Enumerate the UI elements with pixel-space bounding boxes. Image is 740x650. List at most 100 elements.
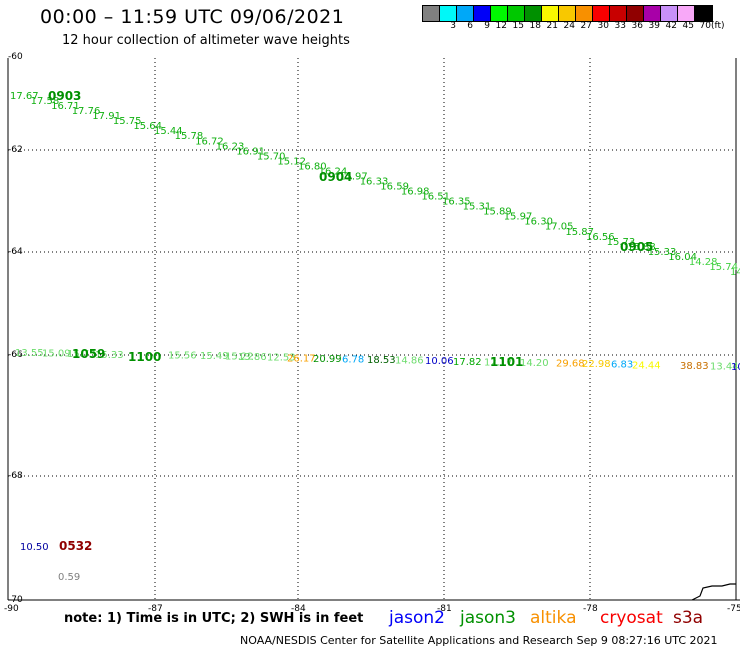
color-swatch	[678, 6, 695, 21]
lon-label: -87	[148, 604, 163, 614]
wave-height-value: 14.20	[520, 358, 549, 369]
wave-height-value: 18.53	[367, 355, 396, 366]
color-scale-label: 42	[665, 21, 677, 31]
pass-time-label: 0532	[59, 539, 92, 553]
wave-height-value: 16.51	[421, 192, 450, 203]
wave-height-value: 0.59	[58, 572, 80, 583]
color-scale-label: 18	[529, 21, 541, 31]
legend-cryosat: cryosat	[600, 608, 663, 628]
lon-label: -75	[727, 604, 740, 614]
legend-s3a: s3a	[673, 608, 704, 628]
wave-height-value: 22.98	[582, 359, 611, 370]
wave-height-value: 15.73	[607, 237, 636, 248]
color-swatch	[593, 6, 610, 21]
grid-parallels	[8, 149, 736, 477]
pass-time-label: 0905	[620, 240, 653, 254]
wave-height-value: 16.80	[298, 161, 327, 172]
color-scale-labels: 3 6 9 12 15 18 21 24 27 30 33 36 39 42 45 70	[422, 21, 711, 31]
pass-time-label: 0904	[319, 170, 352, 184]
pass-time-label: 1059	[72, 347, 105, 361]
wave-height-value: 16.23	[216, 141, 245, 152]
wave-height-value: 15.75	[113, 116, 142, 127]
color-swatch	[576, 6, 593, 21]
footnote: note: 1) Time is in UTC; 2) SWH is in fe…	[64, 611, 364, 626]
legend-altika: altika	[530, 608, 577, 628]
credit-line: NOAA/NESDIS Center for Satellite Applica…	[240, 634, 718, 647]
wave-height-value: 15.78	[175, 131, 204, 142]
wave-height-value: 15.09	[42, 349, 71, 360]
color-swatch	[644, 6, 661, 21]
wave-height-value: 24.44	[632, 360, 661, 371]
map-title: 00:00 – 11:59 UTC 09/06/2021	[40, 6, 345, 28]
color-swatch	[661, 6, 678, 21]
color-scale-label: 27	[580, 21, 592, 31]
wave-height-value: 10.06	[425, 356, 454, 367]
wave-height-value: 10.50	[20, 542, 49, 553]
map-subtitle: 12 hour collection of altimeter wave hei…	[62, 33, 350, 48]
color-swatch	[525, 6, 542, 21]
pass-time-label: 1100	[128, 350, 161, 364]
legend-jason2: jason2	[389, 608, 445, 628]
wave-height-value: 15.64	[133, 121, 162, 132]
color-scale-label: 12	[495, 21, 507, 31]
color-swatch	[440, 6, 457, 21]
lon-label: -84	[291, 604, 306, 614]
wave-height-value: 6.83	[611, 360, 633, 371]
wave-height-value: 15.97	[504, 212, 533, 223]
color-swatch	[508, 6, 525, 21]
legend-jason3: jason3	[460, 608, 516, 628]
lat-label: -64	[8, 247, 23, 257]
wave-height-value: 15.70	[257, 151, 286, 162]
wave-height-value: 13.86	[238, 352, 267, 363]
color-scale-label: 30	[597, 21, 609, 31]
wave-height-value: 15.74	[709, 262, 738, 273]
wave-height-value: 17.76	[72, 106, 101, 117]
wave-height-value: 16.56	[586, 232, 615, 243]
color-scale-label: 39	[648, 21, 660, 31]
color-scale-label: 9	[484, 21, 490, 31]
color-scale-label: 45	[682, 21, 694, 31]
wave-height-value: 17.05	[545, 222, 574, 233]
color-swatch	[695, 6, 712, 21]
wave-height-value: 15.33	[95, 350, 124, 361]
wave-height-value: 15.49	[200, 351, 229, 362]
lat-label: -66	[8, 350, 23, 360]
color-scale-label: 15	[512, 21, 524, 31]
wave-height-value: 13.55	[15, 348, 44, 359]
wave-height-value: 17.58	[31, 96, 60, 107]
wave-height-value: 10	[731, 362, 740, 373]
color-scale-unit: (ft)	[711, 21, 725, 31]
wave-height-value: 15.97	[339, 172, 368, 183]
color-scale-label: 70	[699, 21, 711, 31]
lon-label: -78	[583, 604, 598, 614]
wave-height-value: 14.86	[395, 356, 424, 367]
wave-height-value: 15.33	[648, 247, 677, 258]
wave-height-value: 38.83	[680, 361, 709, 372]
color-scale-label: 33	[614, 21, 626, 31]
lat-label: -62	[8, 145, 23, 155]
wave-height-value: 15.22	[225, 352, 254, 363]
color-scale-label: 36	[631, 21, 643, 31]
pass-time-label: 1101	[490, 355, 523, 369]
wave-height-value: 16.71	[51, 101, 80, 112]
color-scale-label: 24	[563, 21, 575, 31]
wave-height-value: 12.17	[484, 357, 513, 368]
lon-label: -81	[437, 604, 452, 614]
wave-height-value: 17.82	[453, 357, 482, 368]
color-swatch	[423, 6, 440, 21]
wave-height-value: 16.30	[524, 217, 553, 228]
wave-height-value: 17.91	[92, 111, 121, 122]
wave-height-value: 15.56	[168, 350, 197, 361]
wave-height-value: 15.87	[565, 227, 594, 238]
wave-height-value: 14.46	[730, 267, 740, 278]
track-upper-values: 17.6717.5816.7117.7617.9115.7515.6415.44…	[10, 91, 740, 278]
lat-label: -68	[8, 471, 23, 481]
coastline	[691, 583, 736, 601]
wave-height-value: 15.89	[483, 207, 512, 218]
color-scale-label: 3	[450, 21, 456, 31]
wave-height-value: 16.98	[401, 187, 430, 198]
wave-height-value: 16.35	[442, 197, 471, 208]
color-swatch	[491, 6, 508, 21]
wave-height-value: 12.53	[267, 353, 296, 364]
